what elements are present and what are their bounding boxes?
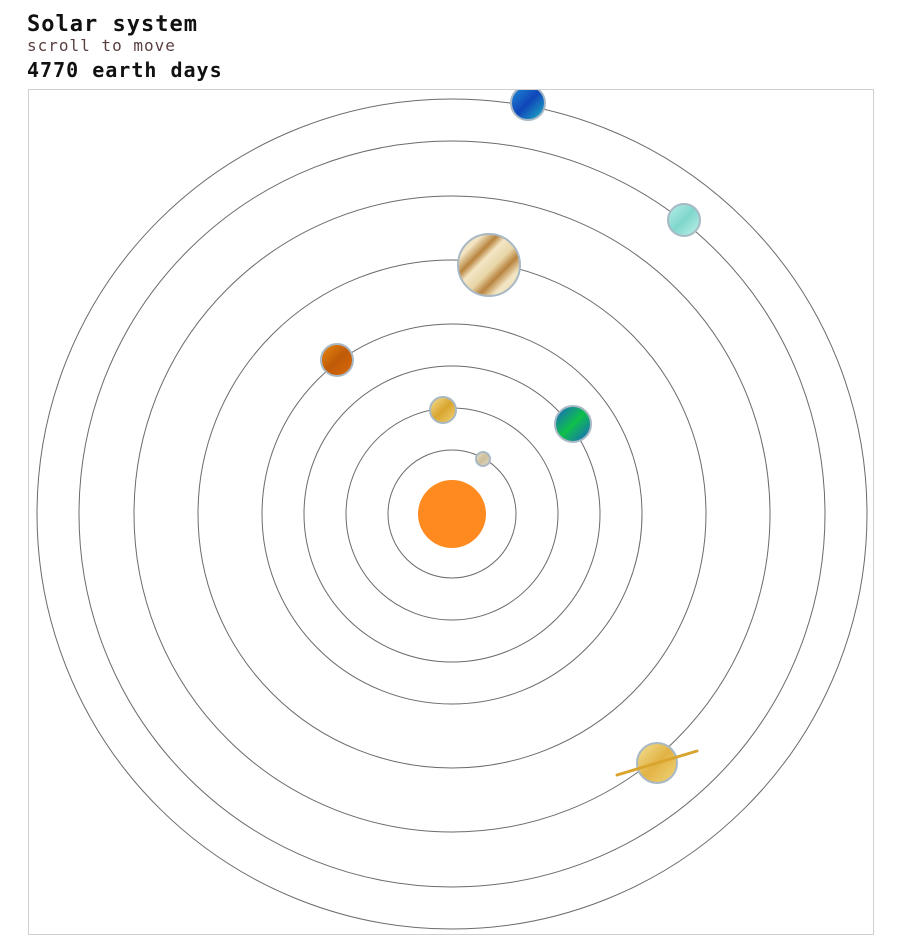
mercury-body <box>475 451 491 467</box>
sun-icon <box>418 480 486 548</box>
scroll-hint: scroll to move <box>27 36 176 55</box>
orbit-mercury <box>387 449 517 579</box>
jupiter-body <box>457 233 521 297</box>
mars-body <box>320 343 354 377</box>
orbit-mars <box>261 323 643 705</box>
venus-body <box>429 396 457 424</box>
saturn-ring <box>615 749 699 777</box>
earth-icon <box>554 405 592 443</box>
day-count-value: 4770 <box>27 58 80 82</box>
mercury-icon <box>475 451 491 467</box>
day-count-unit: earth days <box>92 58 223 82</box>
orbit-earth <box>303 365 601 663</box>
saturn-icon <box>615 742 699 784</box>
uranus-icon <box>667 203 701 237</box>
orbit-saturn <box>133 195 771 833</box>
orbit-neptune <box>36 98 868 930</box>
orbit-uranus <box>78 140 826 888</box>
day-counter: 4770 earth days <box>27 57 223 83</box>
jupiter-icon <box>457 233 521 297</box>
solar-system-scene <box>36 90 868 930</box>
neptune-icon <box>510 90 546 121</box>
earth-body <box>554 405 592 443</box>
uranus-body <box>667 203 701 237</box>
orbit-jupiter <box>197 259 707 769</box>
solar-system-viewport[interactable] <box>28 89 874 935</box>
neptune-body <box>510 90 546 121</box>
mars-icon <box>320 343 354 377</box>
venus-icon <box>429 396 457 424</box>
page-title: Solar system <box>27 12 198 37</box>
